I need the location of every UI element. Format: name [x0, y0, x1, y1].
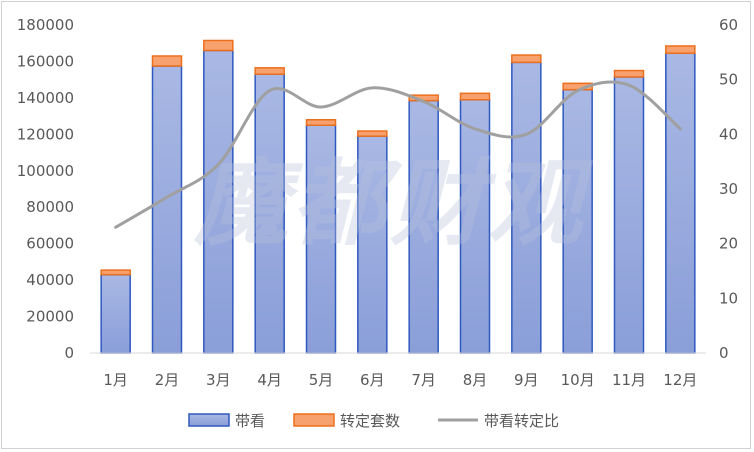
- left-tick-label: 140000: [17, 89, 74, 107]
- right-tick-label: 30: [719, 180, 738, 198]
- bar-daikan: [151, 65, 183, 354]
- category-label: 3月: [206, 371, 231, 389]
- category-label: 6月: [360, 371, 385, 389]
- legend-label-bar: 带看: [235, 412, 265, 430]
- category-label: 11月: [612, 371, 646, 389]
- legend-swatch-bar: [188, 413, 230, 427]
- right-tick-label: 0: [719, 344, 729, 362]
- legend-label-cap: 转定套数: [340, 412, 400, 430]
- bar-daikan: [408, 99, 439, 354]
- left-tick-label: 160000: [17, 52, 74, 70]
- category-label: 1月: [103, 371, 128, 389]
- category-label: 2月: [155, 371, 180, 389]
- category-label: 9月: [514, 371, 539, 389]
- category-label: 10月: [561, 371, 595, 389]
- left-tick-label: 120000: [17, 125, 74, 143]
- left-axis: 0 20000 40000 60000 80000 100000 120000 140000 1…: [17, 16, 74, 362]
- right-tick-label: 40: [719, 125, 738, 143]
- bar-zhuanding: [511, 54, 542, 64]
- line-series: [114, 80, 682, 229]
- category-label: 4月: [257, 371, 282, 389]
- right-axis: 0 10 20 30 40 50 60: [719, 16, 738, 362]
- left-tick-label: 20000: [26, 308, 74, 326]
- bar-zhuanding: [203, 39, 234, 52]
- left-tick-label: 80000: [26, 198, 74, 216]
- category-axis: 1月 2月 3月 4月 5月 6月 7月 8月 9月 10月 11月 12月: [103, 371, 697, 389]
- bar-zhuanding: [357, 130, 388, 137]
- left-tick-label: 180000: [17, 16, 74, 34]
- bar-zhuanding: [459, 92, 491, 101]
- right-tick-label: 50: [719, 71, 738, 89]
- bar-daikan: [613, 76, 645, 354]
- category-label: 7月: [411, 371, 436, 389]
- bar-daikan: [665, 52, 696, 354]
- bar-zhuanding: [613, 69, 645, 78]
- left-tick-label: 0: [64, 344, 74, 362]
- category-label: 5月: [309, 371, 334, 389]
- watermark: 魔都财观: [193, 150, 594, 259]
- bar-series: [100, 39, 696, 354]
- bar-daikan: [203, 49, 234, 354]
- bar-zhuanding: [100, 269, 131, 276]
- legend-swatch-cap: [293, 413, 335, 427]
- bar-zhuanding: [151, 55, 183, 67]
- bar-daikan: [562, 88, 593, 354]
- line-daikan-zhuanding-bi: [114, 80, 682, 229]
- right-tick-label: 20: [719, 235, 738, 253]
- legend: 带看 转定套数 带看转定比: [188, 412, 559, 430]
- left-tick-label: 40000: [26, 271, 74, 289]
- bar-zhuanding: [665, 45, 696, 54]
- bar-zhuanding: [305, 119, 337, 126]
- right-tick-label: 60: [719, 16, 738, 34]
- legend-label-line: 带看转定比: [484, 412, 559, 430]
- bar-daikan: [100, 273, 131, 354]
- right-tick-label: 10: [719, 289, 738, 307]
- bar-daikan: [357, 135, 388, 354]
- left-tick-label: 60000: [26, 235, 74, 253]
- bar-daikan: [305, 124, 337, 354]
- category-label: 8月: [463, 371, 488, 389]
- bar-zhuanding: [254, 67, 285, 75]
- category-label: 12月: [663, 371, 697, 389]
- left-tick-label: 100000: [17, 162, 74, 180]
